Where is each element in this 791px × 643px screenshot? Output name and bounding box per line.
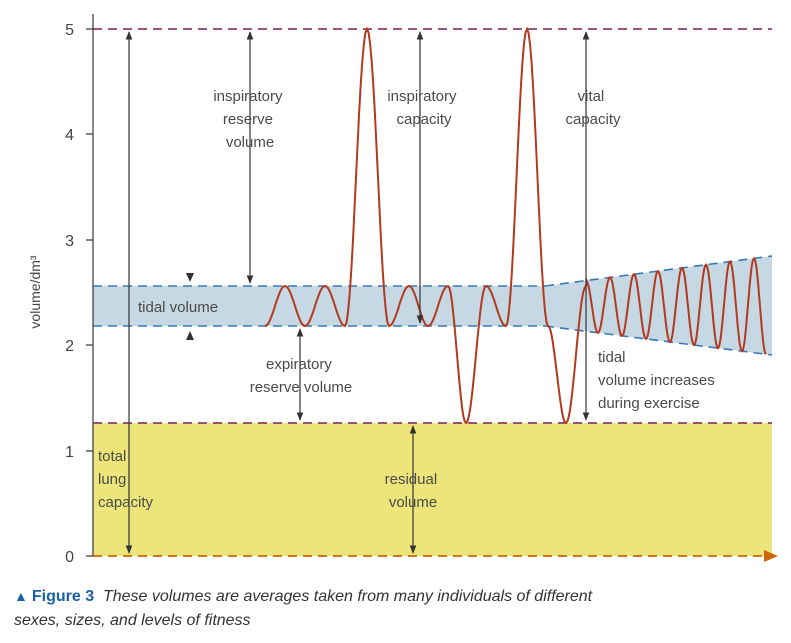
residual-volume-label: residual volume [385,471,442,511]
total-lung-capacity-label: total lung capacity [98,448,154,511]
inspiratory-reserve-label: inspiratory reserve volume [213,88,286,151]
tidal-volume-band [93,256,772,355]
y-axis-label: volume/dm³ [27,255,43,328]
figure-number: Figure 3 [31,588,95,605]
lung-volumes-diagram: 0 1 2 3 4 5 volume/dm³ inspiratory reser… [27,14,778,566]
y-tick-label-1: 1 [65,444,74,461]
y-tick-label-2: 2 [65,338,74,355]
tidal-top-arrowhead-icon [186,273,194,282]
y-ticks [86,28,93,557]
x-axis-arrow-icon [764,550,778,562]
y-tick-label-3: 3 [65,233,74,250]
tidal-bottom-arrowhead-icon [186,331,194,340]
caption-triangle-icon: ▲ [14,588,28,604]
y-tick-label-4: 4 [65,127,74,144]
tidal-exercise-label: tidal volume increases during exercise [598,349,719,412]
vital-capacity-label: vital capacity [565,88,621,128]
y-tick-label-5: 5 [65,22,74,39]
breathing-trace [264,26,767,425]
tidal-volume-label: tidal volume [138,299,218,316]
caption-text-line-2: sexes, sizes, and levels of fitness [14,612,251,629]
figure-caption: ▲ Figure 3 These volumes are averages tak… [14,584,784,633]
residual-volume-region [93,423,772,556]
y-tick-label-0: 0 [65,549,74,566]
expiratory-reserve-label: expiratory reserve volume [250,356,353,396]
inspiratory-capacity-label: inspiratory capacity [387,88,460,128]
caption-text-line-1: These volumes are averages taken from ma… [102,588,593,605]
